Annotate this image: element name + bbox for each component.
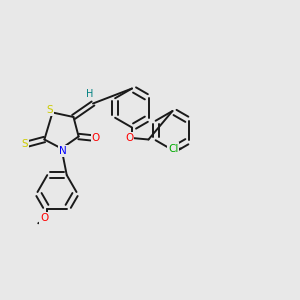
Text: H: H — [86, 89, 94, 100]
Text: Cl: Cl — [168, 143, 178, 154]
Text: O: O — [40, 213, 48, 223]
Text: O: O — [125, 133, 133, 143]
Text: S: S — [21, 139, 28, 149]
Text: O: O — [92, 133, 100, 143]
Text: S: S — [46, 105, 53, 115]
Text: N: N — [59, 146, 67, 156]
